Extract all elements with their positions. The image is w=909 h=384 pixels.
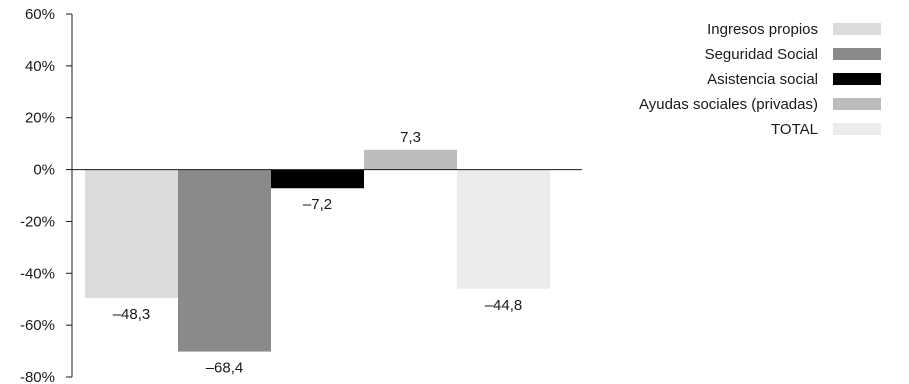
y-tick-label: 20%: [25, 110, 55, 127]
legend-swatch: [833, 123, 881, 135]
bar: [271, 169, 364, 189]
legend: Ingresos propios Seguridad Social Asistenc…: [639, 21, 881, 138]
y-axis: 60% 40% 20% 0% -20% -40% -60% -80%: [20, 6, 73, 384]
legend-label: Seguridad Social: [705, 46, 818, 63]
legend-label: Asistencia social: [707, 71, 818, 88]
legend-label: Ingresos propios: [707, 21, 818, 38]
legend-swatch: [833, 98, 881, 110]
legend-label: Ayudas sociales (privadas): [639, 96, 818, 113]
bar: [85, 169, 178, 298]
y-tick-label: -80%: [20, 369, 55, 384]
bar: [178, 169, 271, 352]
data-label: –68,4: [206, 360, 244, 377]
y-tick-label: 0%: [33, 162, 55, 179]
bar: [364, 149, 457, 170]
legend-swatch: [833, 48, 881, 60]
legend-swatch: [833, 23, 881, 35]
y-tick-label: -60%: [20, 317, 55, 334]
data-label: –7,2: [303, 196, 332, 213]
data-label: –48,3: [113, 306, 151, 323]
bars: [85, 149, 550, 352]
bar: [457, 169, 550, 289]
data-labels: –48,3 –68,4 –7,2 7,3 –44,8: [113, 129, 523, 377]
data-label: 7,3: [400, 129, 421, 146]
y-tick-label: -40%: [20, 265, 55, 282]
data-label: –44,8: [485, 297, 523, 314]
legend-swatch: [833, 73, 881, 85]
y-tick-label: 40%: [25, 58, 55, 75]
y-tick-label: -20%: [20, 213, 55, 230]
y-tick-label: 60%: [25, 6, 55, 23]
legend-label: TOTAL: [771, 121, 818, 138]
